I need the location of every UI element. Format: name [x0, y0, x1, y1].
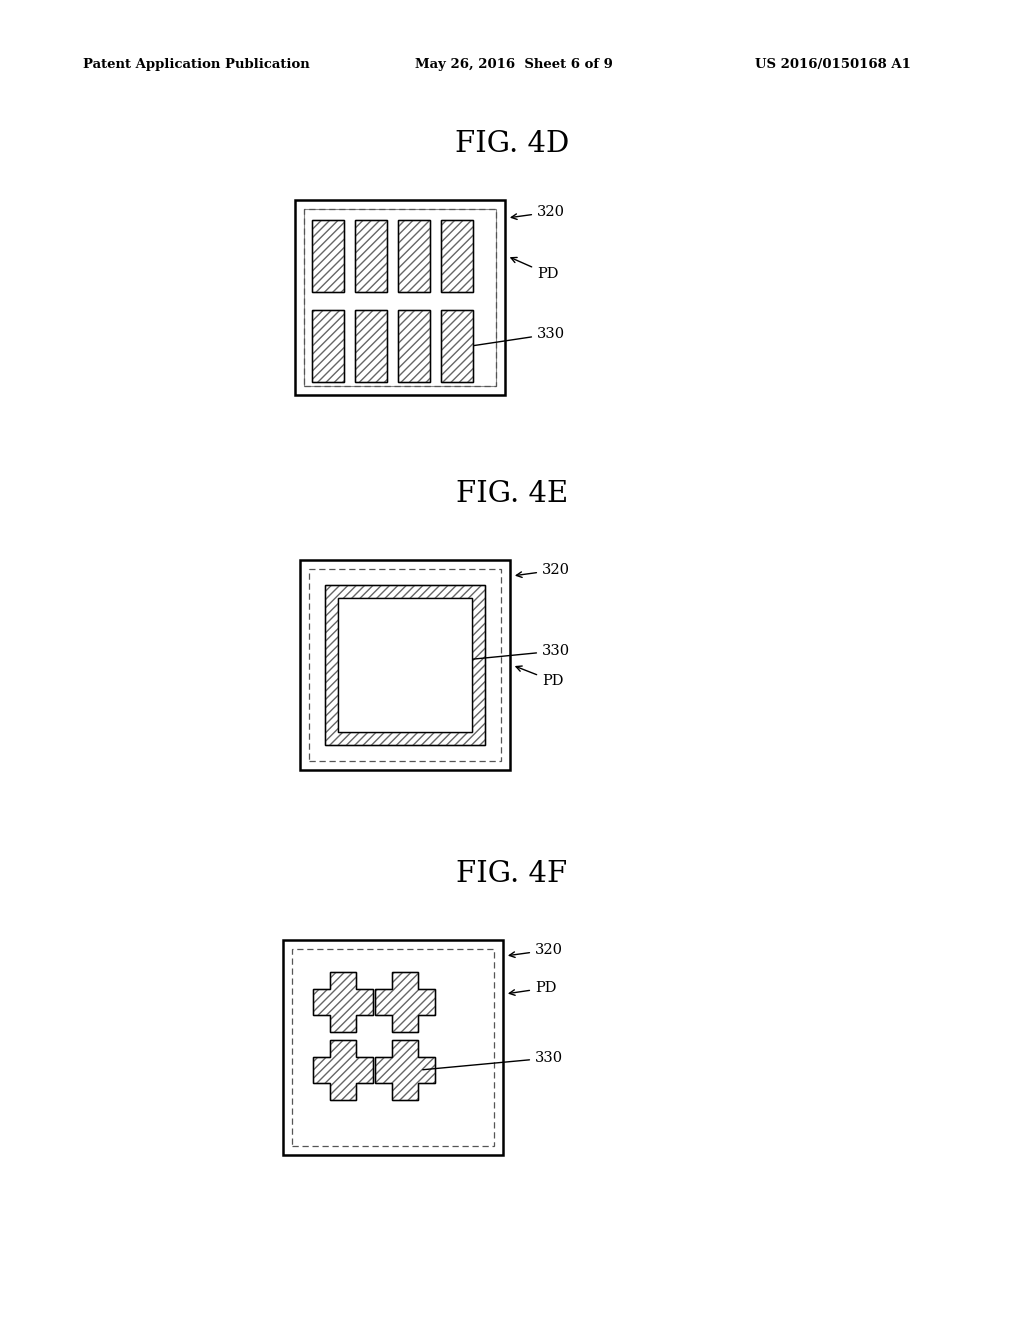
Polygon shape [375, 972, 435, 1032]
Bar [398, 310, 430, 381]
Bar [338, 598, 472, 733]
Text: 320: 320 [509, 942, 563, 957]
Bar [355, 220, 387, 292]
Bar [338, 598, 472, 733]
Bar [441, 220, 473, 292]
Text: PD: PD [511, 257, 558, 281]
Bar [441, 310, 473, 381]
Bar [300, 560, 510, 770]
Bar [398, 220, 430, 292]
Text: 320: 320 [516, 564, 570, 577]
Bar [338, 598, 472, 733]
Text: PD: PD [509, 981, 556, 995]
Bar [304, 209, 496, 385]
Text: 330: 330 [416, 644, 570, 665]
Bar [304, 209, 496, 385]
Bar [325, 585, 485, 744]
Text: 330: 330 [423, 1051, 563, 1069]
Bar [309, 569, 501, 762]
Bar [355, 220, 387, 292]
Bar [295, 201, 505, 395]
Bar [355, 310, 387, 381]
Bar [312, 310, 344, 381]
Text: US 2016/0150168 A1: US 2016/0150168 A1 [755, 58, 911, 71]
Bar [355, 310, 387, 381]
Bar [398, 220, 430, 292]
Text: May 26, 2016  Sheet 6 of 9: May 26, 2016 Sheet 6 of 9 [415, 58, 613, 71]
Bar [292, 949, 494, 1146]
Text: FIG. 4F: FIG. 4F [457, 861, 567, 888]
Text: FIG. 4E: FIG. 4E [456, 480, 568, 508]
Bar [441, 220, 473, 292]
Polygon shape [313, 1040, 373, 1100]
Polygon shape [313, 972, 373, 1032]
Polygon shape [375, 1040, 435, 1100]
Bar [398, 310, 430, 381]
Bar [325, 585, 485, 744]
Bar [441, 310, 473, 381]
Bar [312, 220, 344, 292]
Text: 320: 320 [511, 205, 565, 219]
Text: FIG. 4D: FIG. 4D [455, 129, 569, 158]
Bar [312, 220, 344, 292]
Text: Patent Application Publication: Patent Application Publication [83, 58, 309, 71]
Text: 330: 330 [474, 327, 565, 346]
Bar [283, 940, 503, 1155]
Text: PD: PD [516, 667, 563, 688]
Bar [312, 310, 344, 381]
